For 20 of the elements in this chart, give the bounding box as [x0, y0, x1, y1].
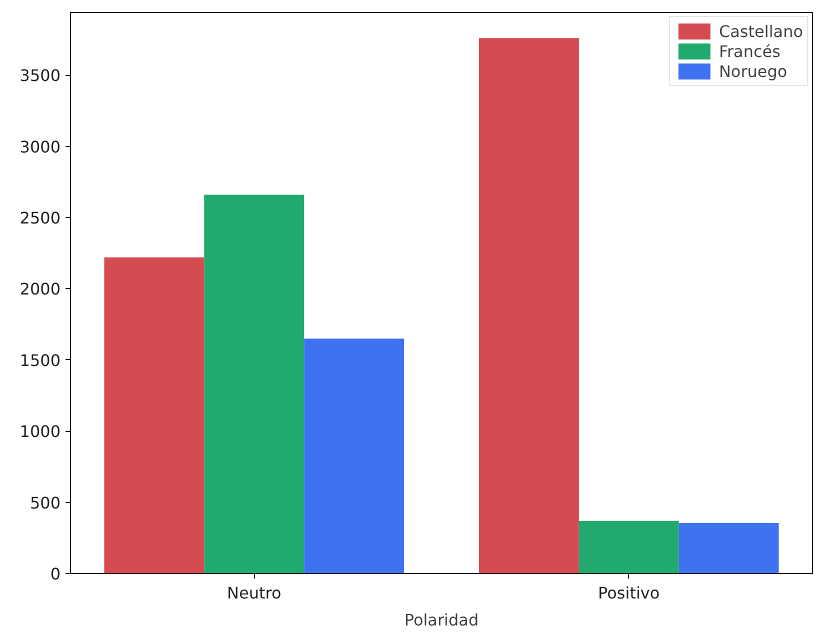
- x-axis-title: Polaridad: [404, 610, 479, 630]
- legend-label: Castellano: [718, 22, 803, 40]
- bar: [104, 257, 204, 574]
- legend-label: Francés: [718, 42, 780, 60]
- x-tick-label: Neutro: [227, 584, 282, 602]
- y-tick-label: 1000: [20, 422, 60, 442]
- bar: [678, 522, 779, 574]
- y-tick-label: 0: [50, 564, 61, 584]
- x-tick-label: Positivo: [598, 584, 660, 602]
- bar: [478, 38, 579, 574]
- y-tick-label: 1500: [20, 350, 60, 370]
- y-tick-label: 2000: [20, 280, 60, 299]
- y-tick-label: 3500: [20, 66, 60, 86]
- bar: [204, 194, 304, 574]
- y-tick-label: 3000: [20, 137, 60, 156]
- bar: [578, 520, 679, 574]
- bar: [304, 338, 404, 574]
- y-tick-label: 2500: [20, 208, 60, 228]
- y-tick-label: 500: [30, 493, 61, 512]
- legend-label: Noruego: [718, 62, 788, 80]
